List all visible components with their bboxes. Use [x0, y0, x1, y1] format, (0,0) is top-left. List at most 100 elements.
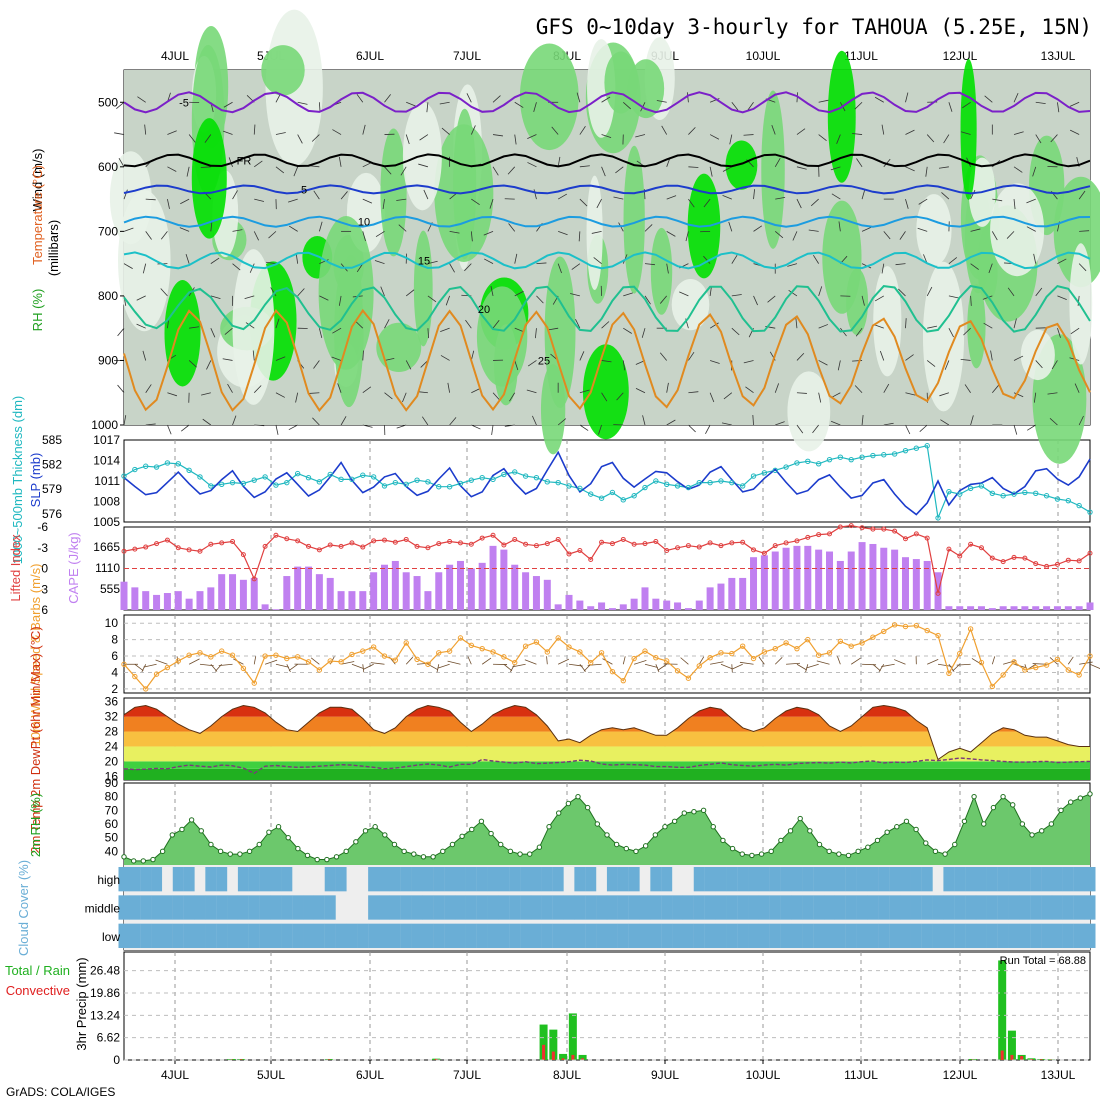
cape-bar: [348, 591, 356, 610]
wind-speed-point: [316, 667, 323, 673]
rh-point: [546, 824, 552, 830]
thickness-point: [555, 479, 561, 486]
cloud-cell-middle: [151, 895, 163, 920]
lifted-index-line: [123, 524, 1091, 594]
cloud-cell-high: [715, 867, 727, 892]
wind-barb: [312, 417, 320, 426]
temperature-band: [124, 705, 1090, 717]
rh-point: [903, 818, 910, 824]
wind-speed-point: [512, 659, 518, 666]
lifted-index-point: [164, 537, 170, 543]
precip-convective-bar: [1039, 1059, 1043, 1060]
wind-barb: [1035, 287, 1043, 297]
wind-speed-point: [707, 654, 713, 661]
cloud-cell-middle: [509, 895, 521, 920]
rh-point: [130, 858, 137, 864]
cape-bar: [793, 545, 801, 610]
cloud-cell-low: [715, 923, 727, 948]
wind-barb: [548, 327, 559, 331]
wind-barb: [427, 295, 437, 303]
cape-bar: [608, 608, 616, 610]
cloud-cell-low: [748, 923, 760, 948]
wind-barb: [709, 134, 720, 140]
wind-barb: [275, 424, 279, 435]
wind-barb: [441, 127, 450, 135]
lifted-index-point: [642, 541, 648, 547]
wind-barb: [926, 360, 936, 367]
slp-tick-label: 1005: [93, 515, 120, 529]
cape-bar: [359, 591, 367, 610]
wind-barb: [688, 198, 695, 208]
isotherm-label: 5: [301, 184, 307, 196]
wind-barb: [774, 157, 781, 168]
rh-region: [922, 261, 965, 412]
lifted-index-point: [1087, 550, 1093, 556]
wind-barb: [405, 134, 410, 145]
wind-speed-point: [805, 636, 811, 643]
wind-barb: [593, 257, 602, 264]
cape-bar: [804, 545, 812, 610]
cloud-cell-middle: [1062, 895, 1074, 920]
wind-barb: [1074, 383, 1080, 393]
lifted-index-point: [544, 541, 550, 547]
wind-barb: [613, 196, 624, 200]
cape-bar: [229, 574, 237, 610]
lifted-index-point: [935, 590, 941, 596]
wind-barb: [948, 257, 958, 264]
wind-barb: [984, 95, 993, 103]
wind-barb: [818, 99, 829, 103]
thickness-point: [403, 481, 409, 487]
cloud-cell-low: [910, 923, 922, 948]
thickness-point: [566, 483, 572, 489]
wind-speed-point: [631, 655, 637, 662]
cloud-cell-middle: [1051, 895, 1063, 920]
cloud-cell-middle: [997, 895, 1009, 920]
wind-speed-point: [967, 626, 974, 632]
cloud-cell-low: [1008, 923, 1020, 948]
isotherm-contour: [123, 308, 1091, 412]
surface-wind-barb: [143, 663, 157, 668]
pressure-tick-label: 1000: [91, 418, 118, 432]
lifted-index-point: [121, 548, 127, 554]
cloud-cell-high: [878, 867, 890, 892]
wind-barb: [253, 385, 262, 394]
thickness-point: [251, 477, 257, 483]
surface-wind-barb: [872, 663, 881, 672]
thickness-point: [902, 447, 909, 454]
thickness-point: [208, 483, 214, 489]
wind-barb: [470, 125, 476, 135]
lifted-index-point: [447, 539, 453, 545]
cloud-cell-middle: [585, 895, 597, 920]
lifted-index-point: [1011, 554, 1017, 560]
rh-point: [1067, 799, 1074, 805]
thickness-point: [446, 484, 453, 490]
cape-bar: [391, 560, 399, 610]
wind-barb: [1013, 166, 1023, 173]
slp-side-label: SLP (mb): [28, 453, 43, 508]
cloud-cell-high: [1030, 867, 1042, 892]
wind-barb: [1026, 198, 1036, 204]
surface-wind-barb: [275, 663, 290, 668]
cloud-cell-low: [780, 923, 792, 948]
cloud-cell-high: [802, 867, 814, 892]
cape-bar: [598, 602, 606, 610]
rh-point: [845, 852, 852, 859]
cape-bar: [684, 608, 692, 610]
cape-bar: [619, 604, 627, 610]
lifted-index-point: [251, 576, 257, 582]
wind-barb: [514, 327, 525, 333]
wind-barb: [514, 290, 524, 297]
pressure-tick-label: 600: [98, 160, 118, 174]
cloud-cell-low: [596, 923, 608, 948]
wind-barb: [293, 166, 299, 177]
thickness-point: [414, 477, 420, 483]
lifted-index-point: [501, 542, 507, 548]
cloud-cell-low: [1041, 923, 1053, 948]
cloud-cell-high: [324, 867, 336, 892]
lifted-index-point: [230, 539, 236, 545]
cloud-cell-low: [465, 923, 477, 948]
cloud-cell-middle: [932, 895, 944, 920]
wind-speed-point: [577, 649, 583, 655]
wind-barb: [232, 229, 243, 232]
cape-bar: [901, 557, 909, 610]
